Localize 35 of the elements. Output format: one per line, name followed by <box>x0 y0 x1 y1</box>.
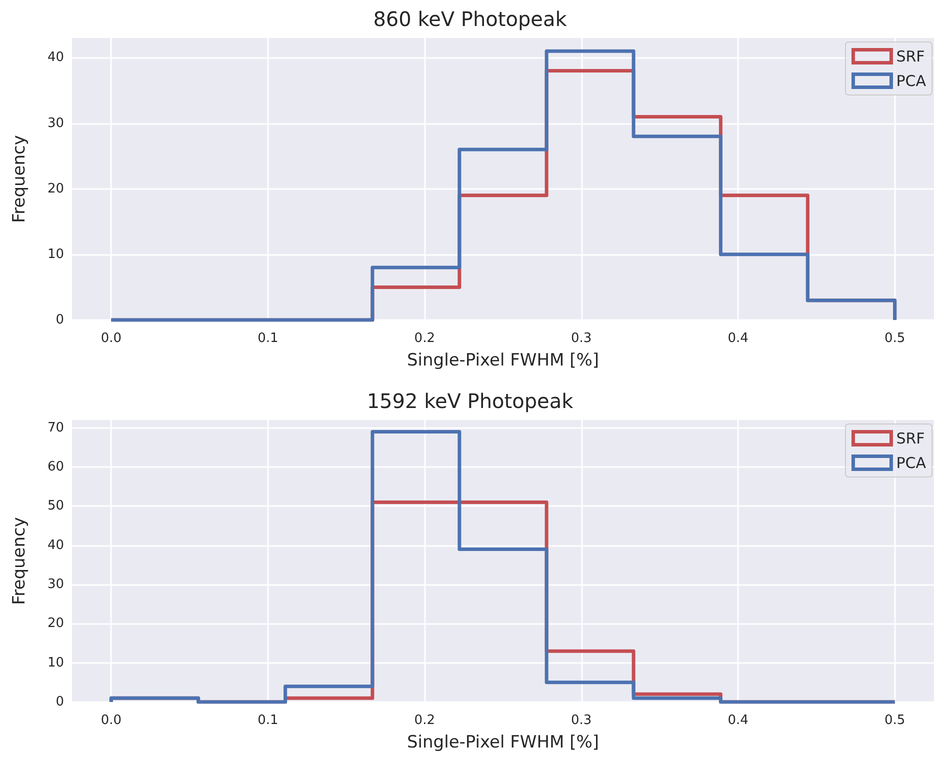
y-tick-label: 20 <box>47 181 64 196</box>
x-tick-label: 0.5 <box>884 331 906 346</box>
y-tick-label: 20 <box>47 616 64 632</box>
legend-label: PCA <box>896 72 927 90</box>
y-tick-label: 30 <box>47 577 64 592</box>
y-tick-label: 60 <box>47 460 64 474</box>
x-tick-label: 0.3 <box>571 331 592 346</box>
y-tick-label: 10 <box>47 246 64 262</box>
y-tick-label: 70 <box>47 420 64 436</box>
x-tick-label: 0.1 <box>258 331 278 346</box>
y-tick-label: 50 <box>47 498 64 514</box>
x-tick-label: 0.0 <box>100 331 122 346</box>
y-axis-title: Frequency <box>10 135 30 223</box>
y-tick-label: 10 <box>47 655 64 670</box>
chart-title: 1592 keV Photopeak <box>366 389 574 413</box>
y-tick-label: 30 <box>47 116 64 131</box>
x-tick-label: 0.4 <box>728 713 748 728</box>
y-tick-label: 40 <box>47 538 64 553</box>
x-tick-label: 0.3 <box>571 713 592 728</box>
legend-label: SRF <box>896 429 925 448</box>
legend-label: SRF <box>896 47 925 66</box>
y-tick-label: 40 <box>47 50 64 66</box>
x-tick-label: 0.5 <box>884 713 906 728</box>
y-axis-title: Frequency <box>10 517 30 605</box>
x-tick-label: 0.0 <box>100 713 122 728</box>
y-tick-label: 0 <box>56 694 64 710</box>
x-axis-title: Single-Pixel FWHM [%] <box>407 732 599 752</box>
x-tick-label: 0.4 <box>728 331 748 346</box>
legend-label: PCA <box>896 454 927 472</box>
x-axis-title: Single-Pixel FWHM [%] <box>407 350 599 370</box>
y-tick-label: 0 <box>56 312 64 328</box>
x-tick-label: 0.2 <box>414 331 435 346</box>
chart-title: 860 keV Photopeak <box>373 7 568 31</box>
x-tick-label: 0.2 <box>414 713 435 728</box>
x-tick-label: 0.1 <box>258 713 278 728</box>
